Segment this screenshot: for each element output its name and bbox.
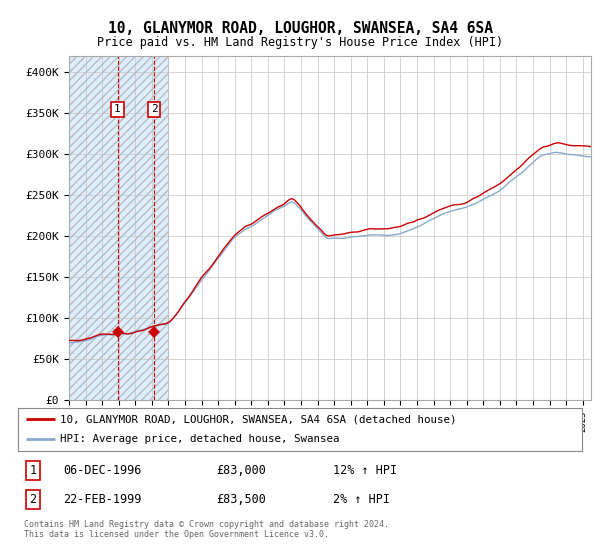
Bar	[69, 56, 169, 400]
Text: Contains HM Land Registry data © Crown copyright and database right 2024.
This d: Contains HM Land Registry data © Crown c…	[24, 520, 389, 539]
Bar	[69, 56, 169, 400]
Text: 10, GLANYMOR ROAD, LOUGHOR, SWANSEA, SA4 6SA (detached house): 10, GLANYMOR ROAD, LOUGHOR, SWANSEA, SA4…	[60, 414, 457, 424]
Text: 1: 1	[29, 464, 37, 477]
Text: 2: 2	[29, 493, 37, 506]
Text: 2: 2	[151, 104, 157, 114]
Text: Price paid vs. HM Land Registry's House Price Index (HPI): Price paid vs. HM Land Registry's House …	[97, 36, 503, 49]
Text: £83,500: £83,500	[216, 493, 266, 506]
Text: 12% ↑ HPI: 12% ↑ HPI	[333, 464, 397, 477]
Text: £83,000: £83,000	[216, 464, 266, 477]
Text: 2% ↑ HPI: 2% ↑ HPI	[333, 493, 390, 506]
Text: 06-DEC-1996: 06-DEC-1996	[63, 464, 142, 477]
Text: 10, GLANYMOR ROAD, LOUGHOR, SWANSEA, SA4 6SA: 10, GLANYMOR ROAD, LOUGHOR, SWANSEA, SA4…	[107, 21, 493, 36]
Text: HPI: Average price, detached house, Swansea: HPI: Average price, detached house, Swan…	[60, 434, 340, 444]
Text: 22-FEB-1999: 22-FEB-1999	[63, 493, 142, 506]
Text: 1: 1	[114, 104, 121, 114]
